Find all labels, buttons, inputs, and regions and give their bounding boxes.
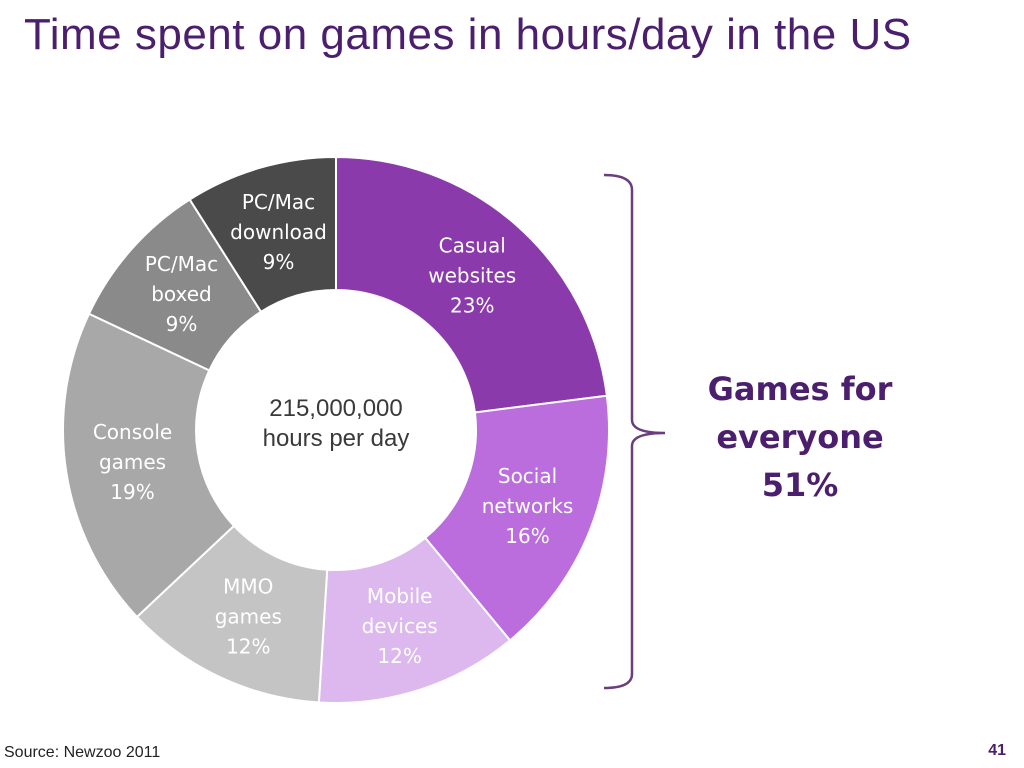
slice-percent-label: 19% [110, 480, 154, 504]
source-note: Source: Newzoo 2011 [4, 744, 161, 761]
callout-line-1: Games for [707, 370, 893, 408]
slice-category-label: Console [93, 420, 172, 444]
center-unit: hours per day [263, 425, 410, 452]
slice-category-label: boxed [151, 282, 212, 306]
slice-percent-label: 9% [263, 250, 295, 274]
slice-percent-label: 12% [226, 634, 270, 658]
slice-category-label: Casual [439, 233, 506, 257]
slice-category-label: PC/Mac [145, 252, 218, 276]
bracket-brace [603, 173, 666, 690]
slice-casual-websites [335, 155, 608, 414]
slide-title: Time spent on games in hours/day in the … [24, 10, 912, 59]
slice-console-games [62, 312, 236, 619]
slice-category-label: websites [428, 263, 516, 287]
slice-category-label: download [230, 220, 327, 244]
slice-category-label: PC/Mac [242, 190, 315, 214]
center-value: 215,000,000 [269, 395, 402, 422]
slice-category-label: MMO [223, 574, 273, 598]
slice-social-networks [423, 394, 610, 642]
slice-category-label: games [99, 450, 166, 474]
slice-category-label: devices [362, 614, 438, 638]
slice-percent-label: 16% [505, 524, 549, 548]
slice-percent-label: 23% [450, 293, 494, 317]
callout-line-2: everyone [716, 418, 884, 456]
slice-category-label: games [215, 604, 282, 628]
callout-text: Games for everyone 51% [690, 365, 910, 509]
slice-category-label: Social [498, 464, 557, 488]
slice-percent-label: 12% [377, 644, 421, 668]
slice-pc-mac-download [188, 155, 337, 314]
slice-category-label: networks [482, 494, 574, 518]
slice-percent-label: 9% [166, 312, 198, 336]
page-number: 41 [988, 742, 1006, 759]
slice-category-label: Mobile [367, 584, 433, 608]
callout-line-3: 51% [761, 466, 839, 504]
